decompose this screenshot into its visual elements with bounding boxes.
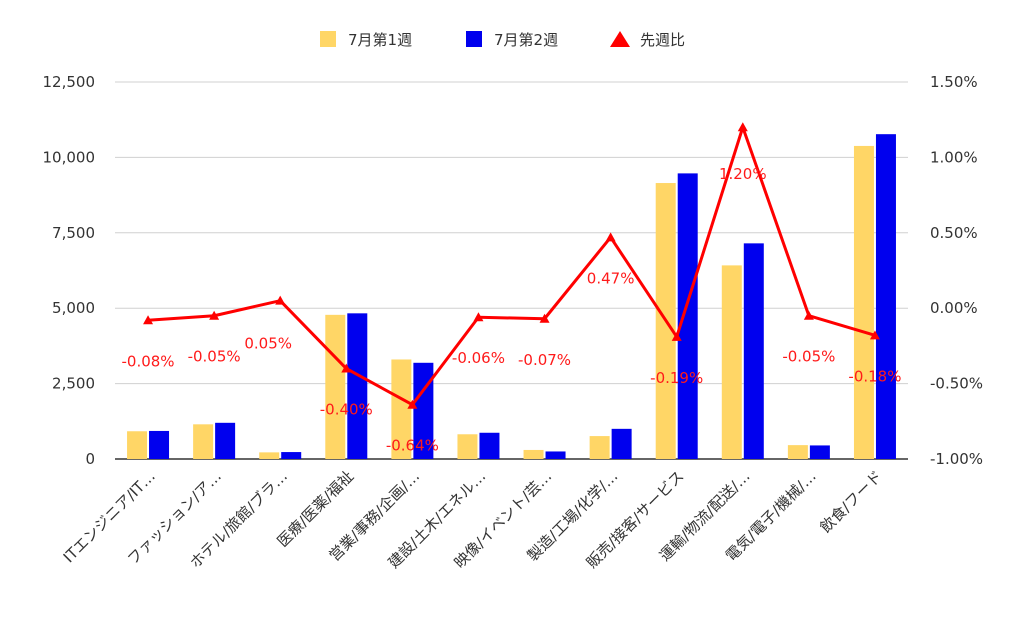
- ratio-point: [539, 313, 550, 323]
- right-tick-label: 1.00%: [930, 148, 978, 166]
- bar-week2: [347, 313, 368, 459]
- bar-week1: [721, 265, 742, 459]
- ratio-point: [737, 122, 748, 132]
- right-tick-label: -1.00%: [930, 450, 983, 468]
- ratio-data-label: -0.40%: [320, 401, 373, 419]
- bar-week2: [413, 362, 434, 459]
- ratio-line: [143, 122, 880, 409]
- bar-week2: [149, 430, 170, 459]
- bar-week2: [215, 422, 236, 459]
- left-tick-label: 10,000: [43, 148, 96, 166]
- bar-week2: [545, 451, 566, 459]
- bar-week1: [589, 436, 610, 459]
- bar-week2: [479, 432, 500, 459]
- right-tick-label: -0.50%: [930, 375, 983, 393]
- bar-week2: [743, 243, 764, 459]
- ratio-data-label: 1.20%: [719, 165, 767, 183]
- bar-week2: [611, 428, 632, 459]
- bar-week2: [875, 134, 896, 459]
- ratio-data-label: -0.05%: [782, 348, 835, 366]
- ratio-point: [275, 295, 286, 305]
- ratio-data-label: -0.64%: [386, 437, 439, 455]
- ratio-point: [143, 315, 154, 325]
- ratio-point: [473, 312, 484, 322]
- bar-week1: [325, 314, 346, 459]
- gridlines: [115, 81, 908, 460]
- legend-label-week1: 7月第1週: [348, 31, 412, 49]
- ratio-data-labels: -0.08% -0.05%0.05%-0.40%-0.64%-0.06% -0.07…: [122, 165, 902, 454]
- bar-week1: [193, 424, 214, 459]
- ratio-data-label: -0.19%: [650, 369, 703, 387]
- ratio-point: [209, 310, 220, 320]
- ratio-data-label: 0.47%: [587, 269, 635, 287]
- bar-week1: [523, 449, 544, 459]
- ratio-point: [605, 232, 616, 242]
- ratio-point: [341, 363, 352, 373]
- bar-week1: [127, 431, 148, 459]
- left-tick-label: 5,000: [52, 299, 95, 317]
- legend-swatch-week2: [466, 31, 482, 47]
- bar-week2: [809, 445, 830, 459]
- ratio-data-label: -0.18%: [848, 367, 901, 385]
- bar-week1: [391, 359, 412, 459]
- right-tick-label: 1.50%: [930, 73, 978, 91]
- ratio-data-label: -0.08%: [122, 352, 175, 370]
- ratio-point: [671, 331, 682, 341]
- legend-label-ratio: 先週比: [640, 31, 685, 49]
- ratio-point: [803, 310, 814, 320]
- left-axis-tick-labels: 0 2,500 5,000 7,500 10,000 12,500: [43, 73, 96, 468]
- category-label: 飲食/フード: [816, 467, 885, 536]
- category-labels: ITエンジニア/IT…ファッション/ア…ホテル/旅館/ブラ…医療/医薬/福祉営業…: [60, 467, 886, 572]
- ratio-point: [407, 399, 418, 409]
- legend-marker-ratio: [610, 31, 630, 47]
- legend-swatch-week1: [320, 31, 336, 47]
- bar-week1: [787, 445, 808, 459]
- legend: 7月第1週 7月第2週 先週比: [320, 31, 685, 49]
- bar-week2: [677, 173, 698, 459]
- right-tick-label: 0.50%: [930, 224, 978, 242]
- left-tick-label: 2,500: [52, 375, 95, 393]
- ratio-data-label: -0.05%: [188, 348, 241, 366]
- left-tick-label: 7,500: [52, 224, 95, 242]
- legend-label-week2: 7月第2週: [494, 31, 558, 49]
- bar-week1: [259, 452, 280, 459]
- left-tick-label: 0: [85, 450, 95, 468]
- bars: [127, 134, 896, 459]
- right-tick-label: 0.00%: [930, 299, 978, 317]
- bar-week1: [457, 434, 478, 459]
- right-axis-tick-labels: -1.00% -0.50% 0.00% 0.50% 1.00% 1.50%: [930, 73, 983, 468]
- ratio-point: [869, 330, 880, 340]
- ratio-data-label: 0.05%: [244, 335, 292, 353]
- bar-week1: [853, 145, 874, 459]
- left-tick-label: 12,500: [43, 73, 96, 91]
- ratio-data-label: -0.07%: [518, 351, 571, 369]
- bar-week2: [281, 452, 302, 459]
- ratio-line-path: [147, 125, 876, 407]
- ratio-data-label: -0.06%: [452, 349, 505, 367]
